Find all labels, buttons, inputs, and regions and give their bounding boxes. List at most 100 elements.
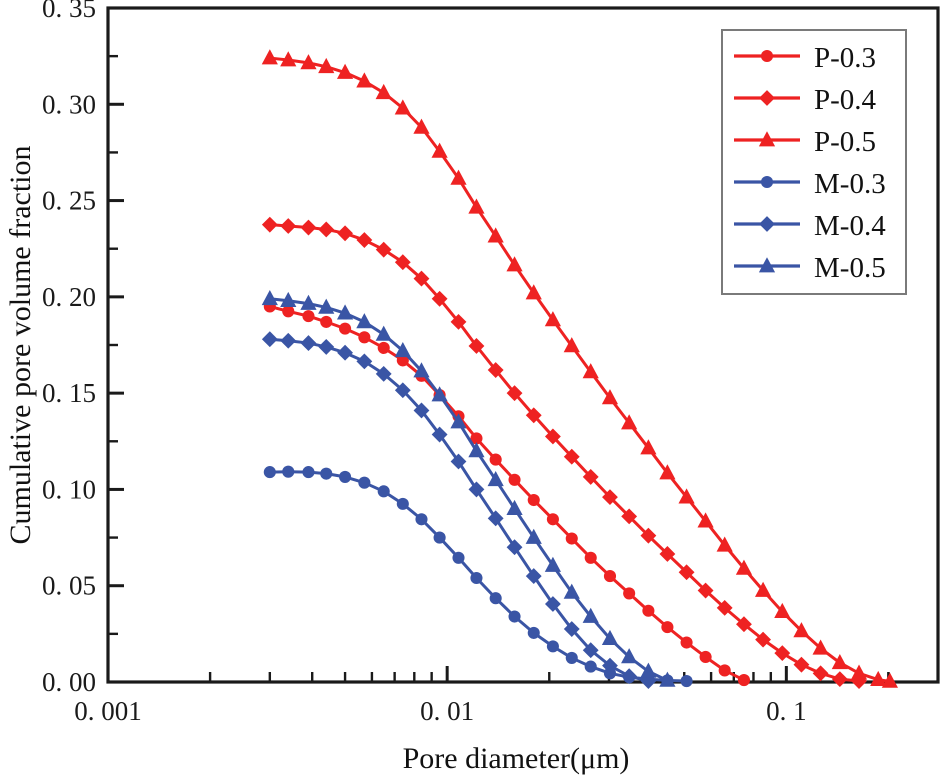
data-point-triangle [413,362,430,378]
data-point-triangle [431,386,448,402]
data-point-diamond [318,339,335,355]
legend-item-label: M-0.3 [814,168,886,200]
data-point-triangle [336,63,354,79]
data-point-diamond [318,221,335,238]
data-point-triangle [450,169,467,185]
data-point-diamond [375,241,392,258]
data-point-circle [415,513,428,526]
legend-item-label: P-0.4 [814,84,877,116]
data-point-diamond [468,481,485,498]
data-point-circle [737,674,751,687]
data-point-triangle [300,54,317,70]
data-point-diamond [759,90,775,106]
legend-item-m-0-5[interactable]: M-0.5 [734,252,886,284]
data-point-triangle [881,672,898,688]
y-tick-label: 0. 25 [42,186,96,216]
legend-item-m-0-3[interactable]: M-0.3 [734,168,886,200]
data-point-triangle [525,528,542,544]
legend-item-label: P-0.3 [814,42,876,74]
data-point-triangle [544,311,562,327]
data-point-triangle [758,257,776,273]
y-tick-label: 0. 35 [42,0,96,23]
data-point-diamond [793,656,810,673]
series-line [268,297,669,682]
data-point-circle [642,604,655,617]
data-point-triangle [544,556,562,572]
data-point-triangle [735,559,753,575]
legend-item-p-0-4[interactable]: P-0.4 [734,84,877,116]
data-point-triangle [394,341,411,358]
legend-border [721,29,907,295]
x-tick-label: 0. 1 [766,696,807,726]
data-point-diamond [413,270,430,287]
data-point-circle [661,621,674,634]
data-point-diamond [755,631,772,648]
y-axis-tick-labels: 0. 00 0. 05 0. 10 0. 15 0. 20 0. 25 0. 30 0. 35 [42,0,96,697]
data-point-triangle [582,607,599,623]
data-point-diamond [602,657,618,674]
data-point-diamond [736,616,752,633]
data-point-circle [603,570,617,583]
x-axis-ticks [106,666,890,682]
data-point-triangle [525,284,542,300]
legend-item-m-0-4[interactable]: M-0.4 [734,210,886,242]
data-point-diamond [621,508,638,525]
series-line [268,304,746,682]
data-point-diamond [544,428,561,445]
x-tick-label: 0. 001 [74,696,142,726]
y-tick-label: 0. 15 [42,378,96,408]
data-point-circle [760,49,774,63]
data-point-diamond [300,219,317,236]
data-point-triangle [336,304,354,320]
data-point-circle [508,610,521,623]
data-point-diamond [413,402,430,419]
data-point-diamond [356,232,373,248]
data-point-triangle [487,471,504,487]
data-point-triangle [621,648,638,664]
data-point-diamond [697,582,714,599]
data-point-triangle [697,512,714,528]
data-point-triangle [375,325,392,341]
data-point-diamond [280,218,297,234]
data-point-triangle [659,671,676,687]
x-tick-label: 0. 01 [420,696,474,726]
data-point-circle [470,432,483,445]
data-point-triangle [506,256,523,272]
data-point-diamond [280,332,297,349]
data-point-circle [339,322,352,335]
data-point-diamond [602,489,618,506]
data-point-circle [508,473,521,486]
data-point-triangle [300,294,317,310]
data-point-diamond [525,568,542,585]
y-tick-label: 0. 05 [42,571,96,601]
data-point-diamond [563,621,580,637]
data-point-circle [489,592,502,605]
data-point-diamond [563,448,580,465]
y-tick-label: 0. 30 [42,89,96,119]
data-point-triangle [356,72,373,88]
y-tick-label: 0. 20 [42,282,96,312]
data-point-triangle [468,198,485,214]
data-point-triangle [831,653,848,670]
data-point-diamond [450,453,467,470]
series-p-0-5 [261,49,898,688]
data-point-circle [623,587,636,600]
y-axis-ticks [108,6,124,684]
data-point-circle [584,551,597,564]
data-point-triangle [774,602,791,619]
data-point-diamond [261,216,278,233]
data-point-triangle [487,227,504,243]
data-point-diamond [812,665,829,682]
data-point-circle [263,466,276,479]
data-point-circle [377,341,390,354]
legend-item-p-0-3[interactable]: P-0.3 [734,42,876,74]
data-point-diamond [487,510,504,527]
data-point-circle [470,571,483,585]
data-point-diamond [621,668,638,685]
data-point-triangle [318,57,335,74]
y-axis-title: Cumulative pore volume fraction [4,145,37,544]
data-point-diamond [759,216,775,232]
data-point-triangle [754,581,772,597]
data-point-circle [433,531,446,544]
legend-item-p-0-5[interactable]: P-0.5 [734,126,876,158]
